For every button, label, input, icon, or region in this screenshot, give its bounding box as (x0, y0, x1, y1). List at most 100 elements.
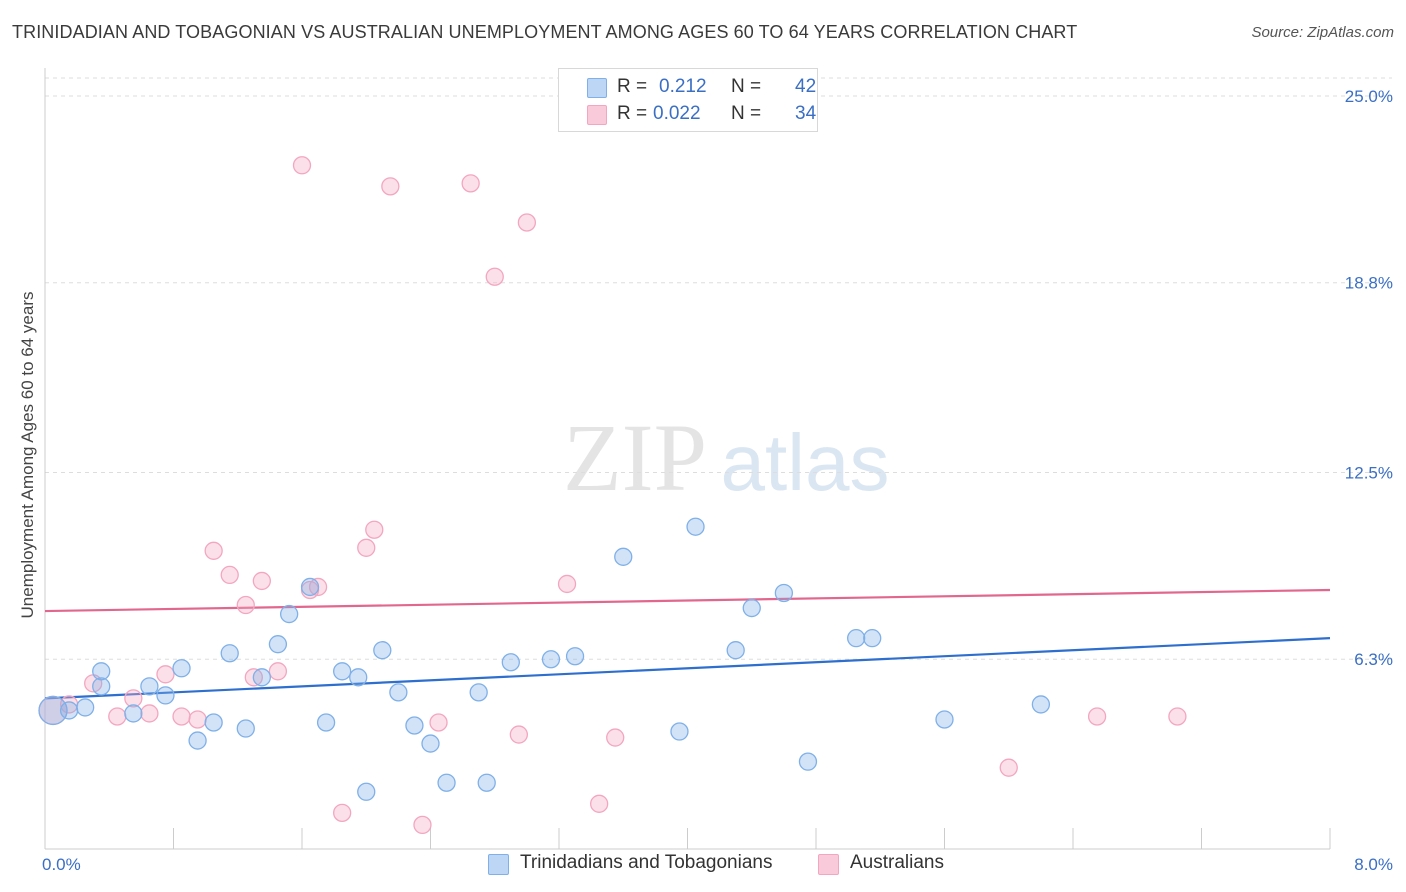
series-label: Australians (850, 852, 944, 873)
point-australian (156, 665, 175, 684)
axes (44, 68, 1331, 850)
point-trinidadian (798, 752, 818, 771)
point-australian (188, 710, 207, 729)
point-trinidadian (172, 659, 191, 678)
point-trinidadian (389, 683, 408, 702)
point-trinidadian (477, 773, 496, 792)
series-swatch-blue (488, 854, 509, 875)
point-trinidadian (774, 583, 794, 603)
point-trinidadian (300, 577, 320, 597)
point-australian (485, 267, 504, 286)
point-australian (204, 541, 223, 560)
point-australian (236, 595, 255, 615)
point-trinidadian (252, 668, 271, 687)
point-trinidadian (1031, 695, 1051, 714)
point-trinidadian (268, 635, 288, 654)
point-trinidadian (316, 713, 336, 732)
point-trinidadian (373, 641, 392, 660)
point-trinidadian (59, 701, 79, 720)
data-points (38, 156, 1187, 835)
point-trinidadian (220, 644, 239, 663)
point-australian (124, 689, 143, 708)
point-australian (517, 213, 537, 232)
point-trinidadian (541, 650, 561, 669)
point-trinidadian (726, 641, 745, 660)
y-tick-label: 18.8% (1345, 274, 1393, 293)
point-australian (252, 571, 271, 591)
point-australian (461, 174, 480, 193)
point-australian (413, 815, 432, 835)
point-australian (999, 758, 1018, 777)
series-label: Trinidadians and Tobagonians (520, 852, 773, 873)
correlation-legend: R = 0.212 N = 42 R = 0.022 N = 34 (558, 68, 818, 132)
point-australian (381, 177, 400, 196)
legend-n-label: N = (731, 76, 762, 97)
chart-title: TRINIDADIAN AND TOBAGONIAN VS AUSTRALIAN… (12, 22, 1078, 42)
point-trinidadian (92, 677, 111, 696)
x-tick-label-min: 0.0% (42, 855, 81, 874)
point-trinidadian (76, 698, 95, 717)
point-trinidadian (863, 629, 882, 648)
legend-n-value: 42 (795, 76, 817, 97)
trend-line-australian (44, 588, 1331, 613)
legend-r-label: R = (617, 103, 648, 124)
point-australian (1087, 707, 1107, 726)
point-trinidadian (349, 668, 368, 687)
source-label: Source: ZipAtlas.com (1251, 24, 1394, 41)
point-trinidadian (437, 773, 456, 792)
point-trinidadian (742, 598, 761, 618)
point-trinidadian (565, 647, 585, 666)
point-australian (268, 662, 288, 681)
point-trinidadian (188, 731, 207, 750)
point-australian (429, 713, 448, 732)
legend-n-label: N = (731, 103, 762, 124)
point-trinidadian (421, 734, 440, 753)
point-australian (292, 156, 312, 175)
point-trinidadian (156, 686, 175, 705)
watermark: ZIP atlas (563, 404, 889, 511)
y-tick-label: 25.0% (1345, 87, 1393, 106)
legend-r-label: R = (617, 76, 648, 97)
series-swatch-pink (818, 854, 839, 875)
x-tick-label-max: 8.0% (1354, 855, 1393, 874)
point-australian (365, 520, 384, 539)
gridlines (45, 77, 1392, 660)
tick-labels: 6.3% 12.5% 18.8% 25.0% 0.0% 8.0% (42, 87, 1393, 874)
point-trinidadian (935, 710, 954, 729)
trend-line-trinidadian (44, 637, 1331, 700)
point-trinidadian (38, 695, 68, 726)
point-australian (606, 728, 625, 747)
point-australian (1168, 707, 1187, 726)
trend-lines (44, 588, 1331, 700)
point-australian (108, 707, 127, 726)
point-trinidadian (357, 782, 376, 801)
point-australian (590, 794, 609, 813)
point-trinidadian (469, 683, 488, 702)
point-trinidadian (204, 713, 223, 732)
point-australian (140, 704, 159, 723)
point-australian (557, 574, 577, 594)
legend-n-value: 34 (795, 103, 817, 124)
point-trinidadian (333, 662, 352, 681)
point-trinidadian (614, 547, 633, 566)
watermark-zip: ZIP (563, 404, 707, 511)
point-australian (333, 803, 352, 823)
point-trinidadian (124, 704, 143, 723)
point-australian (220, 565, 239, 585)
legend-r-value: 0.022 (653, 103, 701, 124)
legend-r-value: 0.212 (659, 76, 707, 97)
point-trinidadian (405, 716, 424, 735)
point-trinidadian (236, 719, 255, 738)
point-australian (509, 725, 528, 744)
point-trinidadian (92, 662, 111, 681)
point-trinidadian (279, 604, 299, 624)
y-tick-label: 6.3% (1354, 650, 1393, 669)
watermark-atlas: atlas (721, 418, 890, 507)
point-trinidadian (847, 629, 866, 648)
point-trinidadian (686, 517, 705, 536)
legend-swatch-blue (587, 78, 607, 98)
point-trinidadian (140, 677, 159, 696)
point-trinidadian (501, 653, 520, 672)
point-australian (357, 538, 376, 557)
